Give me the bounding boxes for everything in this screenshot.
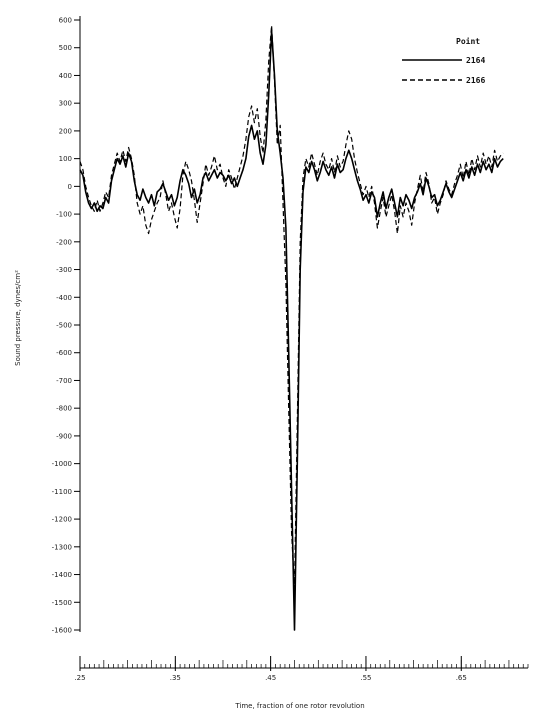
x-tick-label: .25 (74, 674, 85, 682)
series-line-2164 (79, 30, 504, 631)
legend-title: Point (456, 36, 480, 46)
y-tick-label: -300 (56, 266, 72, 274)
y-tick-label: 100 (59, 155, 72, 163)
x-tick-label: .45 (265, 674, 276, 682)
x-axis: .25 .35 .45 .55 .65 (74, 656, 529, 682)
legend-label-2164: 2164 (466, 56, 485, 65)
x-tick-label: .55 (360, 674, 371, 682)
y-tick-label: -700 (56, 377, 72, 385)
y-tick-label: 200 (59, 127, 72, 135)
y-tick-label: -1000 (52, 460, 72, 468)
y-tick-label: -800 (56, 405, 72, 413)
y-tick-label: -900 (56, 432, 72, 440)
y-tick-label: -1300 (52, 543, 72, 551)
y-tick-label: -1500 (52, 599, 72, 607)
y-tick-label: -1600 (52, 627, 72, 635)
y-tick-label: 400 (59, 72, 72, 80)
y-tick-label: -1400 (52, 571, 72, 579)
y-tick-label: -400 (56, 294, 72, 302)
y-axis: 600 500 400 300 200 100 0 -100 -200 -300 -400 -500 -… (52, 16, 81, 635)
y-axis-title: Sound pressure, dynes/cm² (14, 270, 22, 366)
y-tick-label: -600 (56, 349, 72, 357)
x-tick-label: .65 (456, 674, 467, 682)
y-tick-label: 300 (59, 100, 72, 108)
y-tick-label: 500 (59, 44, 72, 52)
legend-label-2166: 2166 (466, 76, 485, 85)
y-tick-label: -1200 (52, 516, 72, 524)
y-tick-label: -500 (56, 322, 72, 330)
y-tick-label: -1100 (52, 488, 72, 496)
series-line-2166 (79, 24, 504, 589)
x-axis-title: Time, fraction of one rotor revolution (234, 702, 364, 710)
y-tick-label: 0 (68, 183, 72, 191)
y-tick-label: -100 (56, 211, 72, 219)
y-tick-label: 600 (59, 17, 72, 25)
series-layer (79, 24, 504, 631)
y-tick-label: -200 (56, 238, 72, 246)
x-tick-label: .35 (170, 674, 181, 682)
legend: Point 2164 2166 (402, 36, 485, 85)
